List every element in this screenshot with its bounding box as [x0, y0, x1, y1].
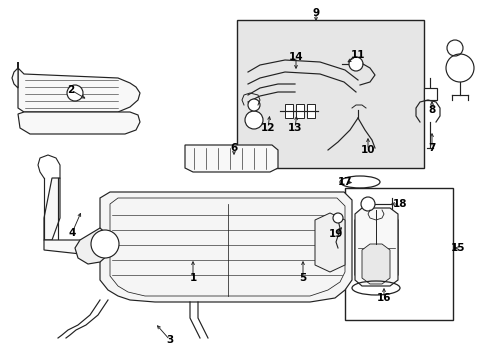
Text: 1: 1 [189, 273, 196, 283]
Text: 9: 9 [312, 8, 319, 18]
Text: 13: 13 [287, 123, 302, 133]
Polygon shape [354, 213, 397, 282]
Polygon shape [18, 62, 140, 112]
Circle shape [67, 85, 83, 101]
Text: 10: 10 [360, 145, 374, 155]
Bar [285, 104, 292, 118]
Bar [345, 188, 452, 320]
Bar [237, 20, 423, 168]
Text: 2: 2 [67, 85, 75, 95]
Bar [295, 104, 304, 118]
Text: 17: 17 [337, 177, 351, 187]
Text: 3: 3 [166, 335, 173, 345]
Text: 12: 12 [260, 123, 275, 133]
Bar [423, 88, 436, 100]
Polygon shape [361, 244, 389, 284]
Circle shape [360, 197, 374, 211]
Text: 11: 11 [350, 50, 365, 60]
Polygon shape [184, 145, 278, 172]
Text: 4: 4 [68, 228, 76, 238]
Text: 15: 15 [450, 243, 464, 253]
Bar [306, 104, 314, 118]
Polygon shape [75, 228, 112, 264]
Polygon shape [44, 178, 60, 240]
Polygon shape [18, 112, 140, 134]
Text: 16: 16 [376, 293, 390, 303]
Circle shape [445, 54, 473, 82]
Text: 5: 5 [299, 273, 306, 283]
Text: 6: 6 [230, 143, 237, 153]
Text: 8: 8 [427, 105, 435, 115]
Polygon shape [354, 208, 397, 286]
Circle shape [244, 111, 263, 129]
Text: 7: 7 [427, 143, 435, 153]
Circle shape [348, 57, 362, 71]
Circle shape [91, 230, 119, 258]
Polygon shape [314, 213, 345, 272]
Circle shape [247, 99, 260, 111]
Text: 19: 19 [328, 229, 343, 239]
Polygon shape [12, 68, 18, 88]
Text: 14: 14 [288, 52, 303, 62]
Polygon shape [44, 240, 100, 255]
Polygon shape [100, 192, 351, 302]
Circle shape [332, 213, 342, 223]
Text: 18: 18 [392, 199, 407, 209]
